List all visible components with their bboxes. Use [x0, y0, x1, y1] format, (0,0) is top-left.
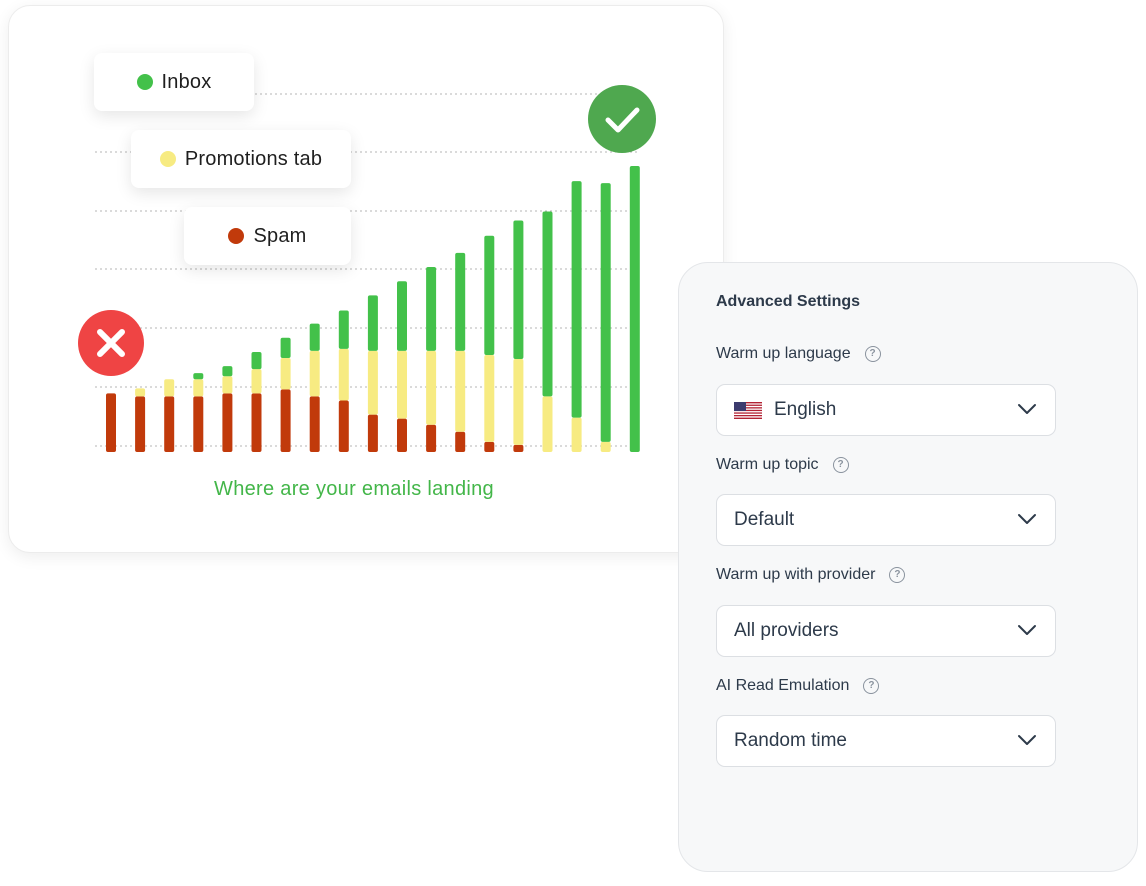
help-circle-icon[interactable]: ?	[864, 346, 881, 362]
bar-inbox-15	[513, 220, 524, 360]
bar-inbox-11	[397, 281, 407, 351]
bar-promotions-tab-8	[309, 350, 320, 397]
success-check-icon	[588, 85, 656, 153]
bar-spam-9	[338, 400, 349, 452]
bar-inbox-9	[338, 310, 349, 349]
bar-inbox-17	[571, 181, 582, 418]
warmup-topic-value: Default	[734, 509, 795, 530]
bar-spam-5	[222, 393, 233, 452]
chevron-down-icon	[1018, 514, 1036, 524]
warmup-provider-label-text: Warm up with provider	[716, 566, 876, 583]
warmup-topic-label: Warm up topic ?	[716, 456, 849, 474]
bar-promotions-tab-10	[367, 350, 378, 415]
chevron-down-icon	[1018, 735, 1036, 745]
bar-spam-2	[135, 396, 146, 452]
bar-spam-3	[164, 396, 175, 452]
legend-inbox-label: Inbox	[161, 70, 212, 93]
bar-spam-14	[484, 441, 495, 452]
bar-promotions-tab-7	[280, 358, 291, 390]
spam-dot-icon	[228, 228, 245, 244]
bar-promotions-tab-4	[193, 379, 204, 397]
chart-caption: Where are your emails landing	[214, 478, 494, 500]
bar-inbox-7	[280, 337, 291, 359]
bar-inbox-13	[455, 252, 466, 351]
bar-inbox-16	[542, 211, 553, 397]
promotions-dot-icon	[159, 151, 176, 167]
bar-inbox-5	[222, 366, 233, 377]
bar-promotions-tab-17	[571, 417, 582, 452]
legend-spam: Spam	[184, 207, 351, 265]
ai-read-emulation-value: Random time	[734, 730, 847, 751]
bar-promotions-tab-5	[222, 376, 233, 394]
bar-spam-10	[367, 414, 378, 452]
warmup-language-label-text: Warm up language	[716, 345, 851, 362]
warmup-topic-label-text: Warm up topic	[716, 456, 819, 473]
bar-inbox-14	[484, 235, 495, 355]
legend-spam-label: Spam	[253, 224, 307, 247]
warmup-topic-select[interactable]: Default	[716, 494, 1056, 546]
bar-spam-11	[397, 418, 407, 452]
help-circle-icon[interactable]: ?	[832, 457, 849, 473]
warmup-language-value: English	[774, 399, 837, 420]
warmup-language-select[interactable]: English	[716, 384, 1056, 436]
warmup-language-label: Warm up language ?	[716, 345, 881, 363]
ai-read-emulation-label-text: AI Read Emulation	[716, 677, 850, 694]
us-flag-icon	[734, 401, 762, 419]
advanced-settings-panel: Advanced Settings Warm up language ? Eng…	[678, 262, 1138, 872]
bar-promotions-tab-6	[251, 369, 262, 394]
legend-promotions: Promotions tab	[131, 130, 351, 188]
bar-promotions-tab-9	[338, 348, 349, 401]
legend-inbox: Inbox	[94, 53, 254, 111]
bar-inbox-18	[600, 183, 611, 442]
bar-promotions-tab-12	[426, 350, 437, 425]
bar-inbox-8	[309, 323, 320, 351]
inbox-dot-icon	[136, 74, 153, 90]
bar-promotions-tab-3	[164, 379, 175, 397]
bar-promotions-tab-15	[513, 359, 524, 445]
bar-spam-1	[106, 393, 116, 452]
warmup-provider-label: Warm up with provider ?	[716, 566, 906, 584]
bar-promotions-tab-13	[455, 350, 466, 432]
bar-inbox-10	[367, 295, 378, 351]
bar-promotions-tab-11	[397, 350, 407, 419]
ai-read-emulation-label: AI Read Emulation ?	[716, 677, 880, 695]
bar-promotions-tab-18	[600, 441, 611, 452]
bar-spam-8	[309, 396, 320, 452]
bar-inbox-19	[629, 165, 640, 453]
email-placement-card: Inbox Promotions tab Spam Where are your…	[8, 5, 724, 553]
bar-inbox-6	[251, 351, 262, 370]
warmup-provider-select[interactable]: All providers	[716, 605, 1056, 657]
bar-spam-6	[251, 393, 262, 452]
legend-promotions-label: Promotions tab	[184, 147, 323, 170]
bar-inbox-12	[426, 267, 437, 351]
bar-promotions-tab-2	[135, 388, 146, 397]
settings-title: Advanced Settings	[716, 293, 861, 310]
help-circle-icon[interactable]: ?	[863, 678, 880, 694]
bar-promotions-tab-14	[484, 354, 495, 442]
bar-spam-12	[426, 424, 437, 452]
bar-inbox-4	[193, 373, 204, 380]
chevron-down-icon	[1018, 404, 1036, 414]
warmup-provider-value: All providers	[734, 620, 839, 641]
ai-read-emulation-select[interactable]: Random time	[716, 715, 1056, 767]
bar-spam-15	[513, 444, 524, 452]
bar-spam-4	[193, 396, 204, 452]
help-circle-icon[interactable]: ?	[889, 567, 906, 583]
bar-promotions-tab-16	[542, 396, 553, 452]
deliverability-chart	[95, 93, 640, 453]
chevron-down-icon	[1018, 625, 1036, 635]
bar-spam-13	[455, 431, 466, 452]
bar-spam-7	[280, 389, 291, 452]
error-x-icon	[78, 310, 144, 376]
